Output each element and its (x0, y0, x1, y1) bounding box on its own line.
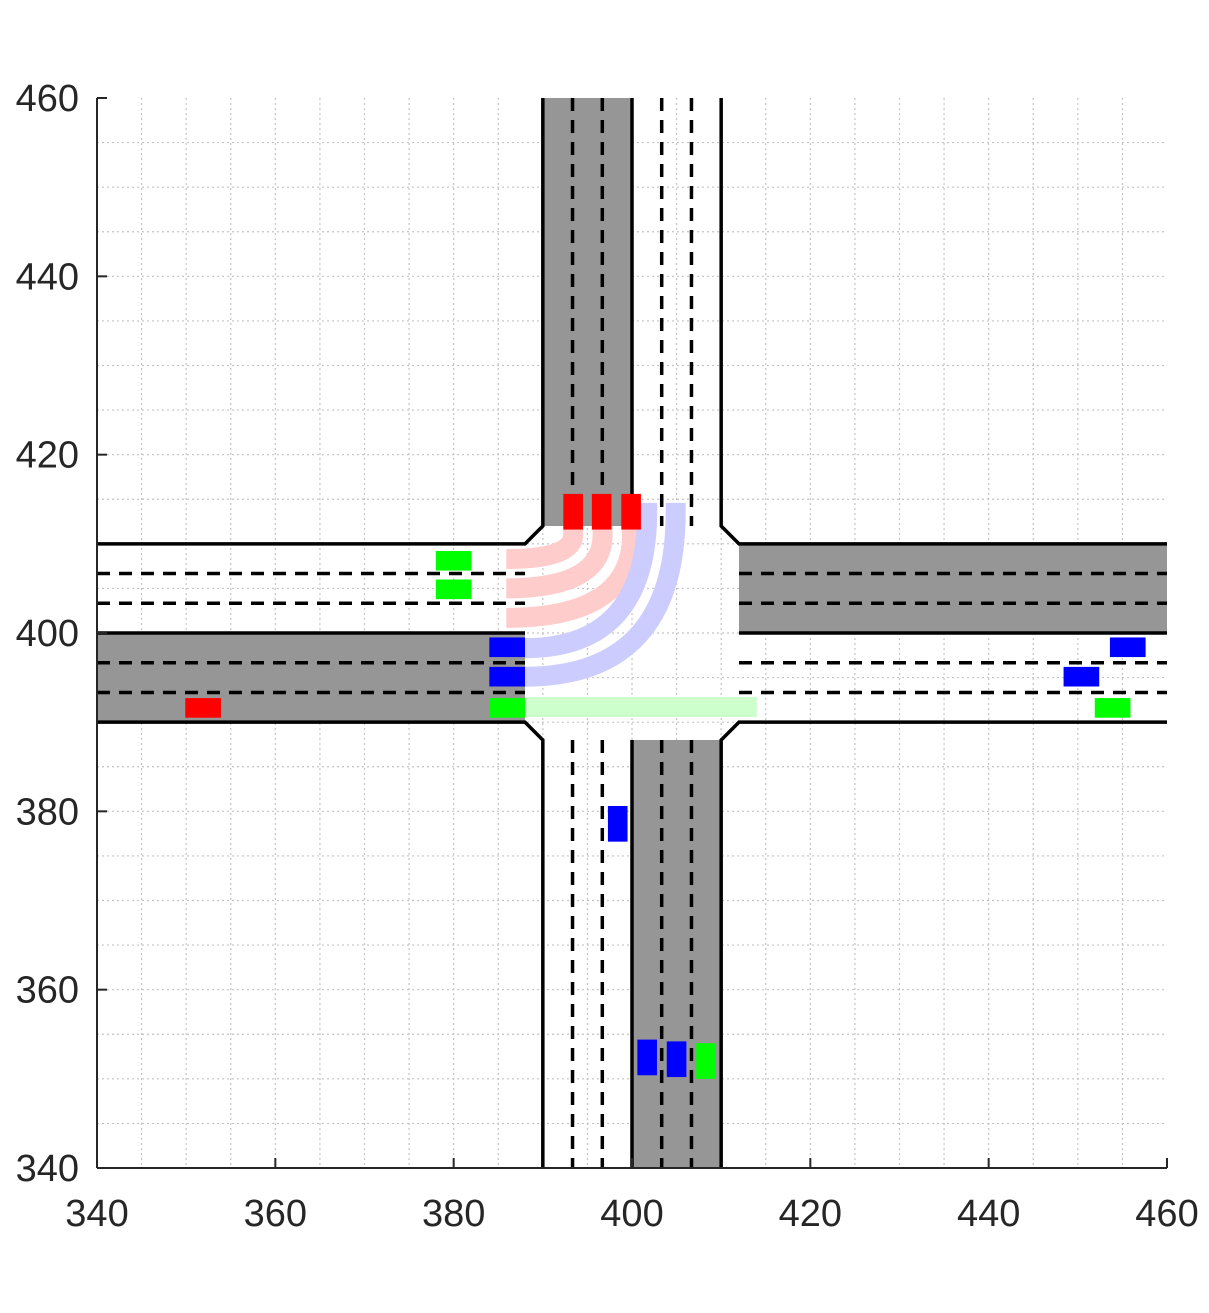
vehicle-red (591, 493, 612, 530)
x-tick-label: 460 (1135, 1193, 1198, 1235)
vehicle-green (696, 1043, 716, 1079)
y-tick-label: 420 (16, 435, 79, 477)
road-lane-segment (739, 543, 1167, 633)
axes (96, 97, 1168, 1169)
road-lane-segment (632, 740, 722, 1168)
x-tick-label: 400 (600, 1193, 663, 1235)
path-red (506, 526, 613, 599)
road-boundary-nw (97, 98, 545, 546)
vehicle-paths (506, 502, 757, 718)
road-boundary-se (719, 720, 1167, 1168)
vehicle-blue (607, 805, 628, 842)
vehicle-red (621, 493, 641, 530)
y-tick-label: 460 (16, 78, 79, 120)
vehicle-green (489, 698, 525, 718)
path-red (506, 526, 584, 569)
x-tick-label: 360 (244, 1193, 307, 1235)
y-tick-labels: 340 360 380 400 420 440 460 (16, 78, 79, 1190)
x-tick-label: 440 (957, 1193, 1020, 1235)
vehicle-red (185, 698, 221, 718)
vehicle-green (435, 550, 472, 571)
path-blue (524, 502, 686, 687)
y-tick-label: 380 (16, 791, 79, 833)
vehicle-red (563, 493, 583, 530)
y-tick-label: 440 (16, 256, 79, 298)
vehicles (185, 493, 1146, 1079)
y-tick-label: 400 (16, 613, 79, 655)
vehicle-green (1094, 698, 1131, 718)
x-tick-label: 340 (65, 1193, 128, 1235)
y-tick-label: 360 (16, 970, 79, 1012)
path-red (506, 526, 642, 628)
road-boundary-sw (97, 720, 545, 1168)
vehicle-blue (666, 1041, 687, 1078)
road-lane-segment (97, 633, 525, 723)
path-blue (524, 502, 658, 659)
x-tick-labels: 340 360 380 400 420 440 460 (65, 1193, 1198, 1235)
roads (97, 98, 1167, 1168)
vehicle-blue (489, 666, 525, 687)
vehicle-blue (489, 637, 525, 658)
x-tick-label: 420 (779, 1193, 842, 1235)
vehicle-blue (637, 1039, 657, 1076)
y-tick-label: 340 (16, 1148, 79, 1190)
x-tick-label: 380 (422, 1193, 485, 1235)
vehicle-blue (1109, 637, 1146, 658)
road-lane-segment (542, 98, 632, 526)
vehicle-blue (1063, 666, 1100, 687)
road-boundary-ne (719, 98, 1167, 546)
vehicle-green (435, 579, 472, 600)
